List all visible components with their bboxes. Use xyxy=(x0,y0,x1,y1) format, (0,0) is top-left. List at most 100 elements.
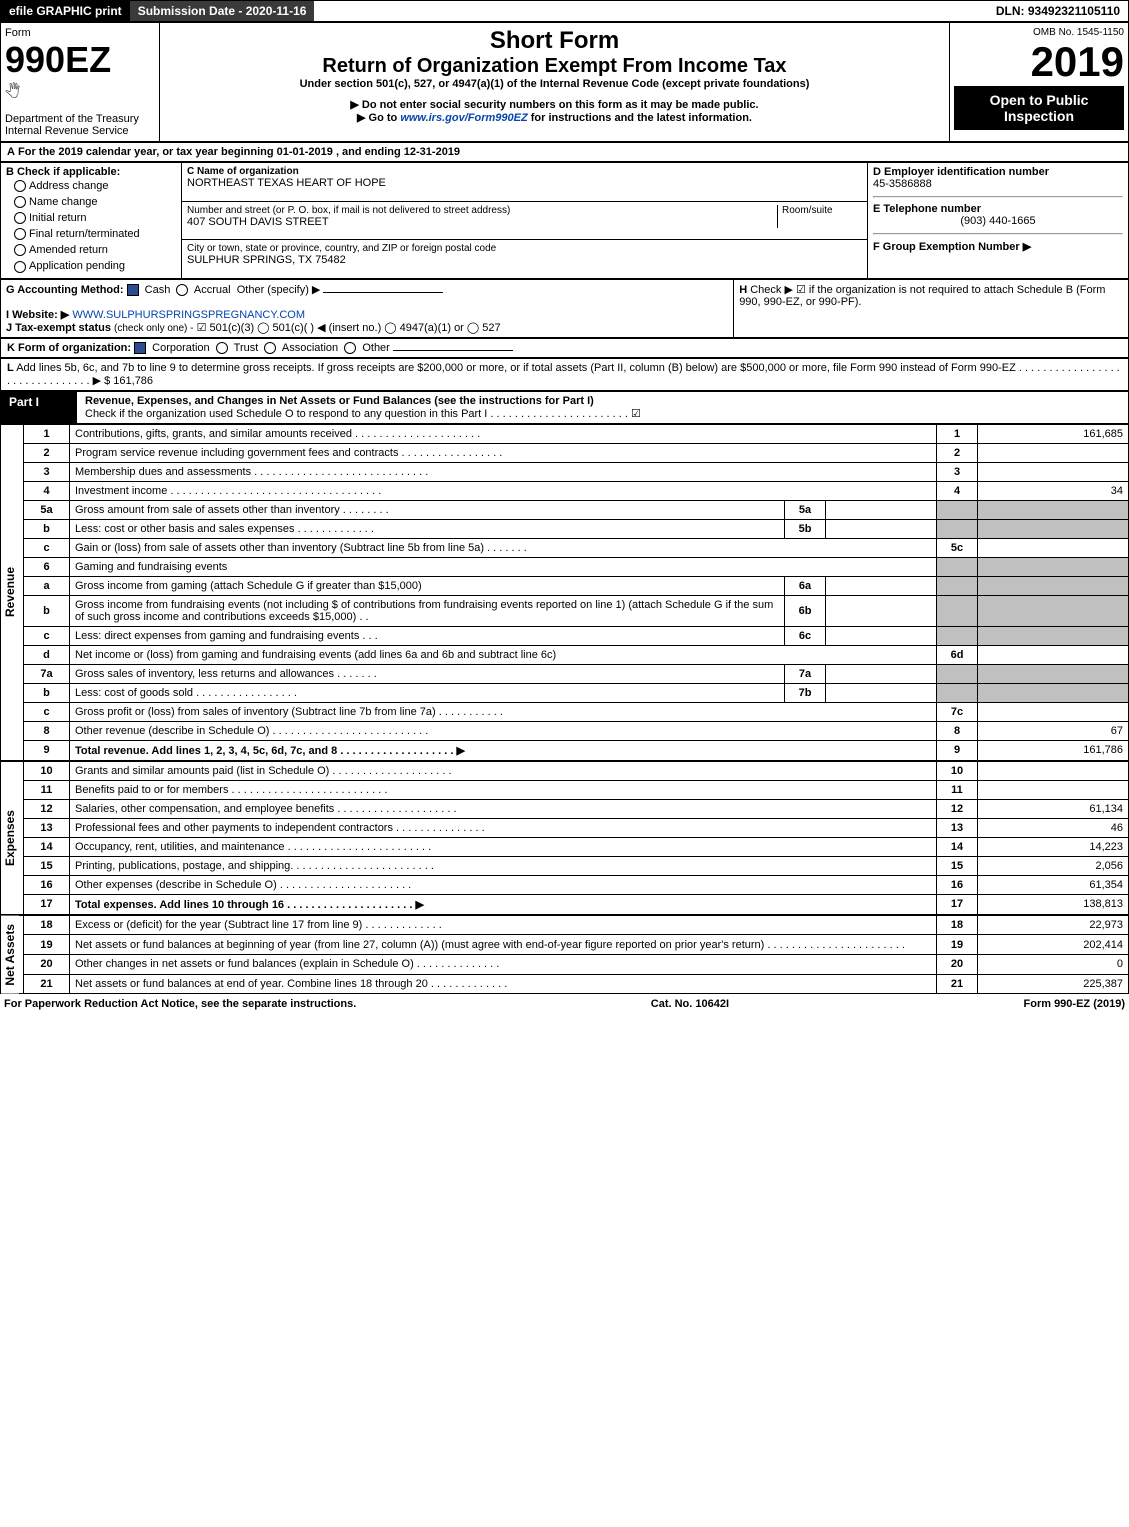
submission-date: Submission Date - 2020-11-16 xyxy=(130,1,315,21)
line-desc: Less: direct expenses from gaming and fu… xyxy=(70,626,785,645)
table-row: 2Program service revenue including gover… xyxy=(1,443,1129,462)
subline-box: 5a xyxy=(785,500,826,519)
line-desc: Less: cost or other basis and sales expe… xyxy=(70,519,785,538)
line-desc: Net income or (loss) from gaming and fun… xyxy=(70,645,937,664)
subline-box: 7a xyxy=(785,664,826,683)
gray-cell xyxy=(978,683,1129,702)
dln-number: DLN: 93492321105110 xyxy=(988,1,1128,21)
line-number: 21 xyxy=(24,974,70,994)
line-box: 10 xyxy=(937,761,978,780)
table-row: 17Total expenses. Add lines 10 through 1… xyxy=(1,894,1129,914)
omb-number: OMB No. 1545-1150 xyxy=(954,27,1124,38)
org-name: NORTHEAST TEXAS HEART OF HOPE xyxy=(187,177,862,189)
chk-final-return[interactable]: Final return/terminated xyxy=(6,226,176,242)
table-row: 20Other changes in net assets or fund ba… xyxy=(1,955,1129,975)
chk-accrual[interactable] xyxy=(176,284,188,296)
line-number: 7a xyxy=(24,664,70,683)
efile-label[interactable]: efile GRAPHIC print xyxy=(1,1,130,21)
phone-value: (903) 440-1665 xyxy=(873,215,1123,227)
chk-name-change[interactable]: Name change xyxy=(6,194,176,210)
part1-schedo: Check if the organization used Schedule … xyxy=(85,407,1120,420)
instructions-link[interactable]: ▶ Go to www.irs.gov/Form990EZ for instru… xyxy=(164,111,945,124)
line-amount: 14,223 xyxy=(978,837,1129,856)
line-number: 19 xyxy=(24,935,70,955)
gray-cell xyxy=(978,519,1129,538)
subline-amount xyxy=(826,576,937,595)
line-box: 16 xyxy=(937,875,978,894)
chk-assoc[interactable] xyxy=(264,342,276,354)
line-box: 19 xyxy=(937,935,978,955)
form-label: Form xyxy=(5,27,155,39)
line-number: 20 xyxy=(24,955,70,975)
section-label: Expenses xyxy=(1,761,24,914)
line-box: 11 xyxy=(937,780,978,799)
website-value[interactable]: WWW.SULPHURSPRINGSPREGNANCY.COM xyxy=(72,309,305,321)
chk-trust[interactable] xyxy=(216,342,228,354)
top-bar: efile GRAPHIC print Submission Date - 20… xyxy=(0,0,1129,22)
line-desc: Gain or (loss) from sale of assets other… xyxy=(70,538,937,557)
line-number: a xyxy=(24,576,70,595)
gray-cell xyxy=(978,500,1129,519)
page-footer: For Paperwork Reduction Act Notice, see … xyxy=(0,994,1129,1014)
line-A: A For the 2019 calendar year, or tax yea… xyxy=(0,142,1129,162)
chk-amended[interactable]: Amended return xyxy=(6,242,176,258)
line-number: 3 xyxy=(24,462,70,481)
table-row: cLess: direct expenses from gaming and f… xyxy=(1,626,1129,645)
box-b-title: B Check if applicable: xyxy=(6,166,176,178)
line-number: b xyxy=(24,519,70,538)
line-box: 3 xyxy=(937,462,978,481)
line-number: b xyxy=(24,595,70,626)
line-desc: Benefits paid to or for members . . . . … xyxy=(70,780,937,799)
line-amount xyxy=(978,761,1129,780)
form-number: 990EZ xyxy=(5,39,155,81)
street-value: 407 SOUTH DAVIS STREET xyxy=(187,216,777,228)
line-desc: Gaming and fundraising events xyxy=(70,557,937,576)
line-desc: Less: cost of goods sold . . . . . . . .… xyxy=(70,683,785,702)
chk-other[interactable] xyxy=(344,342,356,354)
line-number: 18 xyxy=(24,915,70,935)
gray-cell xyxy=(937,626,978,645)
table-row: Expenses10Grants and similar amounts pai… xyxy=(1,761,1129,780)
table-row: 16Other expenses (describe in Schedule O… xyxy=(1,875,1129,894)
line-desc: Professional fees and other payments to … xyxy=(70,818,937,837)
chk-pending[interactable]: Application pending xyxy=(6,258,176,274)
box-e-label: E Telephone number xyxy=(873,203,1123,215)
line-box: 12 xyxy=(937,799,978,818)
line-number: 13 xyxy=(24,818,70,837)
chk-cash[interactable] xyxy=(127,284,139,296)
part1-title: Revenue, Expenses, and Changes in Net As… xyxy=(85,395,1120,407)
chk-address-change[interactable]: Address change xyxy=(6,178,176,194)
line-desc: Other expenses (describe in Schedule O) … xyxy=(70,875,937,894)
line-number: 15 xyxy=(24,856,70,875)
form-header: Form 990EZ 🖑 Department of the Treasury … xyxy=(0,22,1129,142)
line-number: c xyxy=(24,538,70,557)
gray-cell xyxy=(937,519,978,538)
line-desc: Investment income . . . . . . . . . . . … xyxy=(70,481,937,500)
line-number: 6 xyxy=(24,557,70,576)
line-number: b xyxy=(24,683,70,702)
accounting-row: G Accounting Method: Cash Accrual Other … xyxy=(0,279,1129,338)
exempt-options[interactable]: ☑ 501(c)(3) ◯ 501(c)( ) ◀ (insert no.) ◯… xyxy=(197,322,501,334)
other-specify[interactable] xyxy=(323,292,443,293)
subline-box: 6b xyxy=(785,595,826,626)
line-L: L Add lines 5b, 6c, and 7b to line 9 to … xyxy=(0,358,1129,391)
table-row: 3Membership dues and assessments . . . .… xyxy=(1,462,1129,481)
line-amount xyxy=(978,443,1129,462)
chk-corp[interactable] xyxy=(134,342,146,354)
line-desc: Gross income from fundraising events (no… xyxy=(70,595,785,626)
form-subtitle: Under section 501(c), 527, or 4947(a)(1)… xyxy=(164,78,945,90)
chk-initial-return[interactable]: Initial return xyxy=(6,210,176,226)
line-desc: Gross sales of inventory, less returns a… xyxy=(70,664,785,683)
part1-header: Part I Revenue, Expenses, and Changes in… xyxy=(0,391,1129,424)
table-row: 6Gaming and fundraising events xyxy=(1,557,1129,576)
table-row: 14Occupancy, rent, utilities, and mainte… xyxy=(1,837,1129,856)
line-amount: 22,973 xyxy=(978,915,1129,935)
line-amount: 67 xyxy=(978,721,1129,740)
line-desc: Program service revenue including govern… xyxy=(70,443,937,462)
line-desc: Total expenses. Add lines 10 through 16 … xyxy=(70,894,937,914)
section-label: Revenue xyxy=(1,424,24,760)
table-row: Revenue1Contributions, gifts, grants, an… xyxy=(1,424,1129,443)
line-amount: 61,134 xyxy=(978,799,1129,818)
subline-amount xyxy=(826,595,937,626)
street-label: Number and street (or P. O. box, if mail… xyxy=(187,205,777,216)
